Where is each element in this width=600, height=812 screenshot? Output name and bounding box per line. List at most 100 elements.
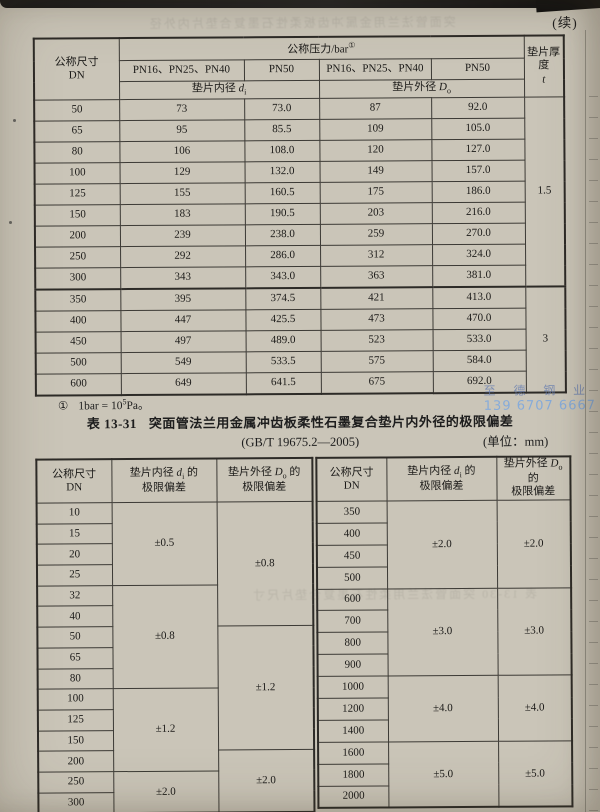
header-text: 的: [286, 466, 301, 479]
watermark-phone: 139 6707 6667: [483, 398, 597, 414]
table-cell: 600: [317, 588, 388, 611]
table-cell: 400: [35, 310, 121, 333]
table-cell: 239: [119, 224, 246, 247]
table-cell: 1.5: [524, 96, 566, 287]
page-edge-tick-marks: [589, 96, 598, 812]
table-cell: 73.0: [244, 98, 320, 120]
table-cell: 575: [320, 350, 433, 373]
table-cell: 350: [35, 289, 121, 312]
header-nominal-pressure: 公称压力/bar①: [118, 35, 524, 61]
table-cell: 395: [120, 288, 246, 311]
table-row: 10 ±0.5 ±0.8: [36, 501, 314, 627]
header-text: 公称尺寸: [52, 468, 97, 481]
table-cell: ±0.8: [112, 584, 218, 689]
table-title: 突面管法兰用金属冲齿板柔性石墨复合垫片内外径的极限偏差: [148, 413, 514, 431]
table-cell: 100: [34, 162, 120, 185]
header-inner-deviation: 垫片内径 di 的 极限偏差: [111, 458, 217, 503]
table-header-row: 公称尺寸 DN 垫片内径 di 的 极限偏差 垫片外径 Do 的 极限偏差: [36, 457, 313, 504]
header-text: 垫片内径: [407, 465, 455, 478]
table-cell: 238.0: [244, 224, 321, 246]
header-text: DN: [66, 481, 83, 494]
table-cell: 800: [317, 632, 388, 655]
footnote-text: Pa。: [126, 399, 150, 413]
table-cell: 120: [319, 139, 432, 162]
table-cell: 50: [37, 626, 113, 648]
table-cell: 292: [120, 245, 246, 268]
table-cell: ±3.0: [387, 587, 498, 677]
table-cell: 473: [320, 308, 433, 331]
table-cell: 300: [35, 267, 121, 290]
table-cell: 584.0: [432, 350, 526, 372]
tolerance-table-right: 公称尺寸 DN 垫片内径 di 的 极限偏差 垫片外径 Do 的 极限偏差: [315, 455, 574, 810]
table-cell: 447: [120, 309, 246, 332]
table-cell: 312: [320, 244, 433, 267]
gasket-dimensions-table: 公称尺寸 DN 公称压力/bar① 垫片厚度 t PN16、PN25、PN40 …: [32, 34, 567, 397]
tolerance-table-left: 公称尺寸 DN 垫片内径 di 的 极限偏差 垫片外径 Do 的 极限偏差: [35, 456, 316, 812]
table-cell: 175: [319, 181, 432, 204]
table-cell: 270.0: [431, 223, 526, 245]
table-cell: 129: [119, 161, 245, 184]
diameter-symbol: D: [550, 457, 559, 470]
table-number: 表 13-31: [86, 415, 137, 432]
header-text: 极限偏差: [141, 481, 187, 494]
table-cell: 374.5: [245, 287, 321, 310]
table-row: 350 ±2.0 ±2.0: [316, 499, 572, 589]
table-cell: ±2.0: [113, 770, 219, 812]
table-cell: 500: [316, 566, 388, 589]
watermark: 至 德 钢 业 139 6707 6667: [484, 381, 596, 414]
table-cell: 1200: [317, 697, 388, 721]
header-pn50: PN50: [243, 59, 320, 81]
header-text: 公称尺寸: [54, 56, 99, 69]
table-cell: 95: [119, 119, 245, 142]
header-text: 公称尺寸: [329, 466, 374, 479]
table-cell: 87: [319, 97, 432, 120]
watermark-company: 至 德 钢 业: [483, 383, 593, 398]
header-inner-deviation: 垫片内径 di 的 极限偏差: [386, 456, 497, 501]
table-cell: 600: [35, 373, 121, 396]
table-header-row: 公称尺寸 DN 公称压力/bar① 垫片厚度 t: [33, 35, 565, 101]
table-cell: 700: [317, 610, 388, 633]
scan-top-band: [0, 0, 600, 8]
header-text: 垫片外径: [503, 457, 551, 471]
table-cell: ±4.0: [387, 675, 499, 742]
table-cell: 15: [36, 523, 112, 545]
table-cell: 160.5: [244, 182, 320, 204]
diameter-symbol-subscript: o: [558, 463, 563, 473]
header-nominal-size: 公称尺寸 DN: [316, 457, 387, 502]
table-cell: 150: [37, 730, 114, 752]
header-nominal-size: 公称尺寸 DN: [36, 459, 112, 504]
table-cell: ±2.0: [218, 749, 315, 812]
thickness-symbol: t: [542, 73, 546, 86]
tolerance-tables: 公称尺寸 DN 垫片内径 di 的 极限偏差 垫片外径 Do 的 极限偏差: [35, 455, 574, 812]
table-cell: 73: [119, 98, 245, 121]
header-text: 的: [527, 472, 539, 485]
table-cell: 3: [525, 286, 566, 393]
table-cell: 470.0: [432, 308, 526, 330]
table-cell: 65: [37, 647, 113, 669]
table-cell: 1600: [318, 741, 389, 765]
footnote: ① 1bar = 105Pa。: [58, 397, 150, 414]
table-cell: 489.0: [245, 330, 321, 352]
table-header-row: 公称尺寸 DN 垫片内径 di 的 极限偏差 垫片外径 Do 的 极限偏差: [316, 456, 571, 502]
header-gasket-thickness: 垫片厚度 t: [523, 35, 565, 98]
table-cell: 157.0: [431, 160, 525, 182]
table-cell: 132.0: [244, 161, 320, 183]
table-cell: 92.0: [431, 97, 525, 119]
table-row: 600 ±3.0 ±3.0: [317, 587, 572, 677]
table-cell: ±1.2: [217, 625, 315, 751]
table-cell: 2000: [318, 785, 389, 809]
table-cell: 649: [120, 372, 246, 396]
header-outer-deviation: 垫片外径 Do 的 极限偏差: [216, 457, 313, 503]
table-cell: 450: [316, 544, 387, 568]
table-cell: 343: [120, 266, 246, 290]
footnote-text: 1bar = 10: [78, 400, 123, 413]
table-cell: ±3.0: [497, 587, 572, 676]
table-cell: ±5.0: [498, 740, 573, 808]
table-cell: 150: [34, 204, 120, 227]
table-cell: 186.0: [431, 181, 525, 203]
bleed-through-text: 突面管法兰用金属冲齿板柔性石墨复合垫片内外径: [147, 15, 456, 31]
footnote-marker: ①: [57, 400, 69, 413]
table-cell: 533.0: [432, 329, 526, 351]
table-cell: ±0.8: [216, 501, 314, 627]
